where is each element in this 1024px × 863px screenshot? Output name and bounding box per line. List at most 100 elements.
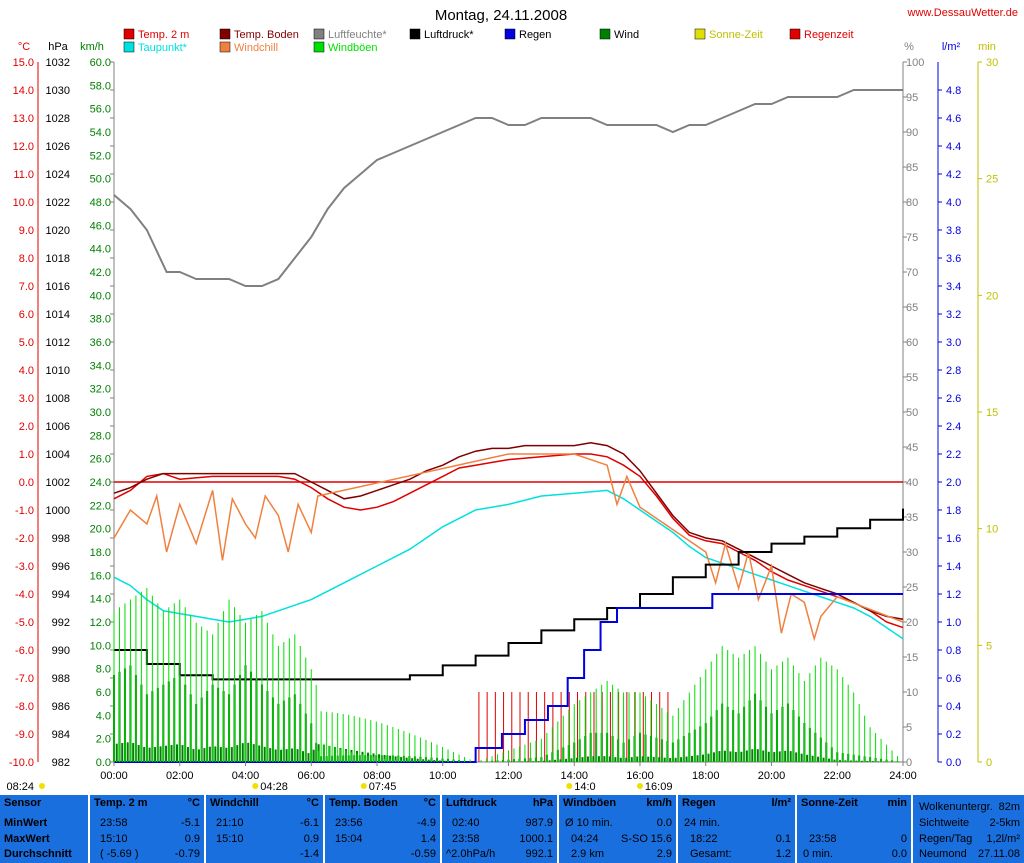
chart-title: Montag, 24.11.2008 xyxy=(435,7,567,24)
rain-tick-4: 4.0 xyxy=(946,197,961,209)
plot-area xyxy=(114,62,903,762)
luftdruck-trend: ^2.0hPa/h xyxy=(446,848,496,860)
mond-val: 27.11.08 xyxy=(977,848,1020,860)
hum-tick-17: 15 xyxy=(906,652,918,664)
weather-chart: Montag, 24.11.2008 www.DessauWetter.de T… xyxy=(6,7,1018,793)
wind-tick-12: 36.0 xyxy=(90,337,111,349)
wind-tick-10: 40.0 xyxy=(90,290,111,302)
chart-series xyxy=(113,89,904,763)
x-tick-10: 20:00 xyxy=(758,770,786,782)
hum-tick-18: 10 xyxy=(906,687,918,699)
rain-tick-10: 2.8 xyxy=(946,365,961,377)
tempboden-max-val: 1.4 xyxy=(420,833,436,845)
hum-tick-6: 70 xyxy=(906,267,918,279)
rain-tick-11: 2.6 xyxy=(946,393,961,405)
hum-tick-3: 85 xyxy=(906,162,918,174)
sun-marker-icon-1 xyxy=(252,783,259,789)
hum-tick-14: 30 xyxy=(906,547,918,559)
press-tick-0: 1032 xyxy=(46,57,70,69)
sonne-max-val: 0 xyxy=(900,833,907,845)
press-tick-6: 1020 xyxy=(46,225,70,237)
temp-tick-20: -5.0 xyxy=(15,617,34,629)
x-tick-8: 16:00 xyxy=(626,770,654,782)
temp-tick-10: 5.0 xyxy=(19,337,34,349)
rain-tick-21: 0.6 xyxy=(946,673,961,685)
press-tick-12: 1008 xyxy=(46,393,70,405)
x-tick-7: 14:00 xyxy=(560,770,588,782)
temp-tick-19: -4.0 xyxy=(15,589,34,601)
mond-label: Neumond xyxy=(919,848,967,860)
summary-table: Sensor MinWert MaxWert Durchschnitt Temp… xyxy=(0,795,1024,863)
wind-tick-25: 10.0 xyxy=(90,640,111,652)
regentag-label: Regen/Tag xyxy=(919,833,973,845)
sonne-total: 0 min. xyxy=(803,848,833,860)
regen-duration: 24 min. xyxy=(684,817,721,829)
x-tick-3: 06:00 xyxy=(297,770,325,782)
regen-max-val: 0.1 xyxy=(775,833,791,845)
legend-swatch-8 xyxy=(599,28,611,40)
wind-tick-7: 46.0 xyxy=(90,220,111,232)
luftdruck-head: Luftdruck xyxy=(446,797,497,809)
windchill-min-val: -6.1 xyxy=(300,817,319,829)
temp-tick-18: -3.0 xyxy=(15,561,34,573)
wind-tick-21: 18.0 xyxy=(90,547,111,559)
temp2m-max-time: 15:10 xyxy=(100,833,128,845)
tempboden-min-time: 23:56 xyxy=(335,817,363,829)
press-tick-23: 986 xyxy=(52,701,70,713)
hum-tick-20: 0 xyxy=(906,757,912,769)
legend-label-9: Sonne-Zeit xyxy=(709,29,763,41)
wind-tick-14: 32.0 xyxy=(90,384,111,396)
temp-tick-11: 4.0 xyxy=(19,365,34,377)
rain-tick-5: 3.8 xyxy=(946,225,961,237)
windboeen-row1-val: 0.0 xyxy=(656,817,672,829)
site-link[interactable]: www.DessauWetter.de xyxy=(907,7,1018,19)
wolken-label: Wolkenuntergr. xyxy=(919,801,993,813)
hum-tick-2: 90 xyxy=(906,127,918,139)
rain-tick-3: 4.2 xyxy=(946,169,961,181)
temp-tick-0: 15.0 xyxy=(13,57,34,69)
press-tick-15: 1002 xyxy=(46,477,70,489)
legend-label-3: Windchill xyxy=(234,42,278,54)
sun-marker-4: 16:09 xyxy=(645,781,673,793)
wind-tick-3: 54.0 xyxy=(90,127,111,139)
hum-tick-9: 55 xyxy=(906,372,918,384)
sicht-val: 2-5km xyxy=(989,817,1020,829)
wind-tick-0: 60.0 xyxy=(90,57,111,69)
series-line-luftfeuchte- xyxy=(113,89,903,287)
press-tick-18: 996 xyxy=(52,561,70,573)
windchill-min-time: 21:10 xyxy=(216,817,244,829)
windboeen-max-time: 04:24 xyxy=(571,833,599,845)
legend-swatch-5 xyxy=(313,41,325,53)
rain-tick-8: 3.2 xyxy=(946,309,961,321)
temp-tick-6: 9.0 xyxy=(19,225,34,237)
wind-tick-13: 34.0 xyxy=(90,360,111,372)
temp2m-avg-val: -0.79 xyxy=(174,848,200,860)
wind-tick-9: 42.0 xyxy=(90,267,111,279)
sun-marker-0: 08:24 xyxy=(6,781,34,793)
x-tick-9: 18:00 xyxy=(692,770,720,782)
rain-tick-14: 2.0 xyxy=(946,477,961,489)
legend-swatch-6 xyxy=(409,28,421,40)
rain-tick-24: 0.0 xyxy=(946,757,961,769)
hum-tick-0: 100 xyxy=(906,57,924,69)
min-tick-6: 0 xyxy=(986,757,992,769)
tempboden-max-time: 15:04 xyxy=(335,833,363,845)
series-line-temp-2-m xyxy=(113,453,904,629)
axes: 15.0 14.0 13.0 12.0 11.0 10.0 9.0 8.0 7.0 6.0 5.0 4… xyxy=(9,57,998,769)
wind-tick-24: 12.0 xyxy=(90,617,111,629)
temp-tick-25: -10.0 xyxy=(9,757,34,769)
hum-tick-10: 50 xyxy=(906,407,918,419)
windchill-unit: °C xyxy=(306,797,319,809)
legend-swatch-4 xyxy=(313,28,325,40)
legend-swatch-10 xyxy=(789,28,801,40)
x-tick-2: 04:00 xyxy=(232,770,260,782)
luftdruck-max-time: 23:58 xyxy=(452,833,480,845)
min-tick-1: 25 xyxy=(986,174,998,186)
hum-tick-15: 25 xyxy=(906,582,918,594)
wind-tick-5: 50.0 xyxy=(90,174,111,186)
temp2m-min-val: -5.1 xyxy=(181,817,200,829)
press-tick-24: 984 xyxy=(52,729,70,741)
rain-tick-9: 3.0 xyxy=(946,337,961,349)
hum-tick-12: 40 xyxy=(906,477,918,489)
press-tick-22: 988 xyxy=(52,673,70,685)
